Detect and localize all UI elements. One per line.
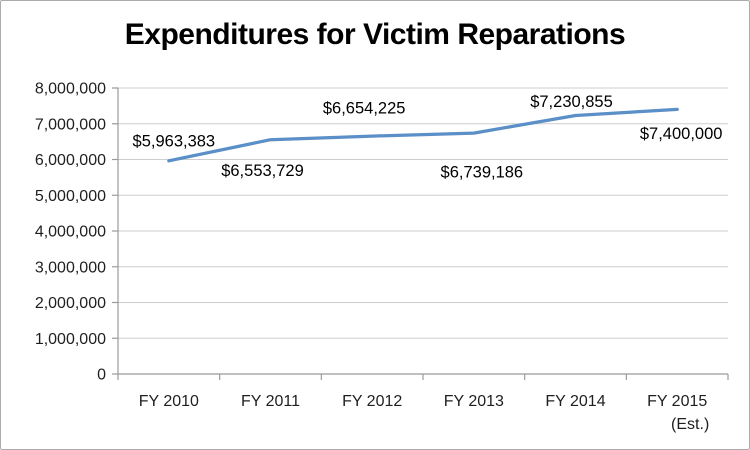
y-axis-tick-label: 2,000,000	[35, 295, 106, 312]
y-axis-tick-label: 0	[97, 367, 106, 384]
data-series-line	[167, 107, 679, 163]
x-axis-category-label: FY 2014	[545, 393, 605, 410]
data-point-label: $7,400,000	[640, 125, 723, 143]
x-axis-category-label: (Est.)	[671, 416, 709, 433]
y-axis-tick-label: 4,000,000	[35, 224, 106, 241]
chart-title: Expenditures for Victim Reparations	[124, 18, 626, 51]
y-axis-tick-label: 5,000,000	[35, 188, 106, 205]
x-axis-category-label: FY 2011	[241, 393, 300, 410]
y-axis-tick-label: 8,000,000	[35, 81, 106, 98]
x-axis-category-label: FY 2010	[139, 393, 199, 410]
data-point-label: $6,739,186	[441, 164, 524, 182]
x-axis-category-label: FY 2012	[342, 393, 402, 410]
y-axis-tick-label: 7,000,000	[35, 116, 106, 133]
data-point-label: $6,553,729	[221, 162, 304, 180]
y-axis-tick-label: 3,000,000	[35, 259, 106, 276]
x-axis-category-label: FY 2015	[647, 393, 707, 410]
data-point-label: $5,963,383	[133, 132, 216, 150]
data-point-label: $7,230,855	[530, 93, 613, 111]
x-axis-category-label: FY 2013	[444, 393, 504, 410]
data-point-label: $6,654,225	[323, 100, 406, 118]
y-axis-tick-label: 6,000,000	[35, 152, 106, 169]
y-axis-tick-label: 1,000,000	[35, 331, 106, 348]
